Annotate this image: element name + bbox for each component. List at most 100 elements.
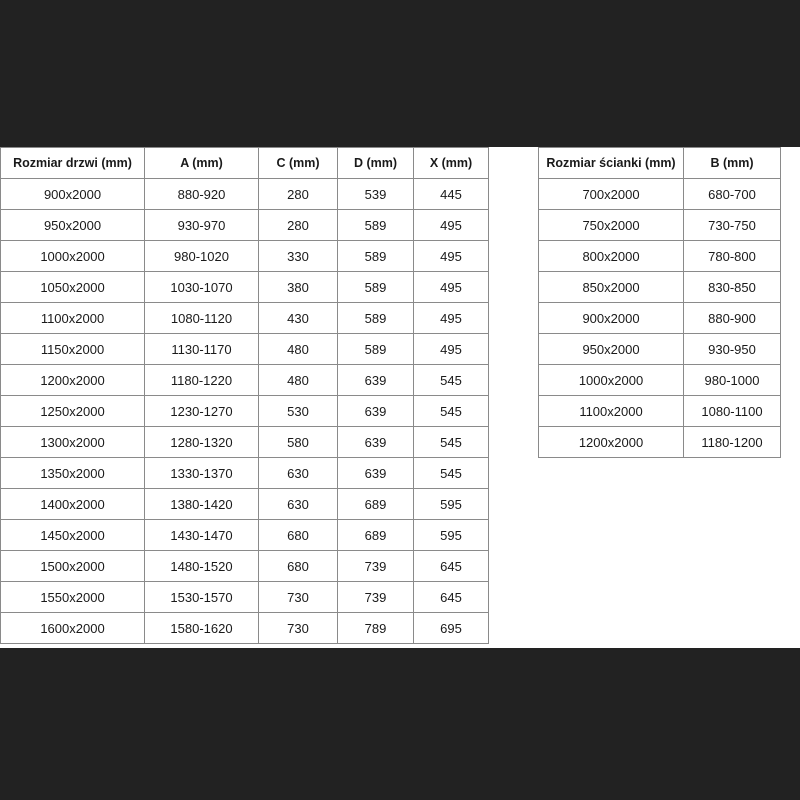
cell-door-size: 1000x2000 <box>0 240 145 272</box>
cell-a: 1230-1270 <box>144 395 259 427</box>
cell-x: 645 <box>413 550 489 582</box>
table-header-row: Rozmiar ścianki (mm) B (mm) <box>538 147 781 179</box>
cell-b: 830-850 <box>683 271 781 303</box>
cell-a: 1030-1070 <box>144 271 259 303</box>
cell-d: 589 <box>337 271 414 303</box>
cell-wall-size: 1000x2000 <box>538 364 684 396</box>
doors-table-body: 900x2000 880-920 280 539 445 950x2000 93… <box>0 178 489 644</box>
cell-c: 630 <box>258 488 338 520</box>
cell-door-size: 1550x2000 <box>0 581 145 613</box>
cell-b: 780-800 <box>683 240 781 272</box>
cell-d: 589 <box>337 240 414 272</box>
cell-x: 495 <box>413 240 489 272</box>
cell-c: 680 <box>258 550 338 582</box>
cell-wall-size: 1200x2000 <box>538 426 684 458</box>
cell-c: 480 <box>258 364 338 396</box>
cell-a: 1430-1470 <box>144 519 259 551</box>
cell-c: 580 <box>258 426 338 458</box>
cell-a: 1180-1220 <box>144 364 259 396</box>
column-header-door-size: Rozmiar drzwi (mm) <box>0 147 145 179</box>
table-row: 750x2000 730-750 <box>538 209 781 241</box>
cell-d: 739 <box>337 550 414 582</box>
table-row: 900x2000 880-920 280 539 445 <box>0 178 489 210</box>
cell-d: 639 <box>337 364 414 396</box>
cell-d: 539 <box>337 178 414 210</box>
cell-x: 445 <box>413 178 489 210</box>
table-header-row: Rozmiar drzwi (mm) A (mm) C (mm) D (mm) … <box>0 147 489 179</box>
cell-b: 1180-1200 <box>683 426 781 458</box>
cell-door-size: 1400x2000 <box>0 488 145 520</box>
cell-a: 980-1020 <box>144 240 259 272</box>
white-content-panel: Rozmiar drzwi (mm) A (mm) C (mm) D (mm) … <box>0 147 800 648</box>
cell-wall-size: 900x2000 <box>538 302 684 334</box>
cell-b: 880-900 <box>683 302 781 334</box>
table-row: 1250x2000 1230-1270 530 639 545 <box>0 395 489 427</box>
cell-a: 1080-1120 <box>144 302 259 334</box>
cell-x: 645 <box>413 581 489 613</box>
cell-door-size: 1450x2000 <box>0 519 145 551</box>
table-row: 1200x2000 1180-1200 <box>538 426 781 458</box>
cell-c: 380 <box>258 271 338 303</box>
table-row: 950x2000 930-970 280 589 495 <box>0 209 489 241</box>
cell-door-size: 1250x2000 <box>0 395 145 427</box>
cell-x: 545 <box>413 457 489 489</box>
table-row: 1050x2000 1030-1070 380 589 495 <box>0 271 489 303</box>
cell-b: 980-1000 <box>683 364 781 396</box>
cell-c: 530 <box>258 395 338 427</box>
cell-a: 930-970 <box>144 209 259 241</box>
cell-a: 1280-1320 <box>144 426 259 458</box>
cell-wall-size: 750x2000 <box>538 209 684 241</box>
cell-door-size: 1500x2000 <box>0 550 145 582</box>
table-row: 1400x2000 1380-1420 630 689 595 <box>0 488 489 520</box>
cell-d: 589 <box>337 333 414 365</box>
table-row: 1300x2000 1280-1320 580 639 545 <box>0 426 489 458</box>
cell-x: 545 <box>413 395 489 427</box>
cell-wall-size: 1100x2000 <box>538 395 684 427</box>
table-row: 1600x2000 1580-1620 730 789 695 <box>0 612 489 644</box>
cell-d: 689 <box>337 488 414 520</box>
cell-d: 639 <box>337 457 414 489</box>
cell-door-size: 1050x2000 <box>0 271 145 303</box>
cell-door-size: 1300x2000 <box>0 426 145 458</box>
cell-b: 680-700 <box>683 178 781 210</box>
cell-b: 1080-1100 <box>683 395 781 427</box>
cell-a: 1480-1520 <box>144 550 259 582</box>
cell-door-size: 1200x2000 <box>0 364 145 396</box>
cell-d: 639 <box>337 395 414 427</box>
table-row: 1450x2000 1430-1470 680 689 595 <box>0 519 489 551</box>
cell-door-size: 950x2000 <box>0 209 145 241</box>
table-row: 700x2000 680-700 <box>538 178 781 210</box>
cell-a: 1580-1620 <box>144 612 259 644</box>
cell-door-size: 900x2000 <box>0 178 145 210</box>
column-header-x: X (mm) <box>413 147 489 179</box>
cell-wall-size: 800x2000 <box>538 240 684 272</box>
cell-c: 280 <box>258 209 338 241</box>
table-row: 1350x2000 1330-1370 630 639 545 <box>0 457 489 489</box>
table-row: 1000x2000 980-1000 <box>538 364 781 396</box>
cell-d: 639 <box>337 426 414 458</box>
table-row: 1100x2000 1080-1100 <box>538 395 781 427</box>
cell-a: 1530-1570 <box>144 581 259 613</box>
cell-x: 595 <box>413 488 489 520</box>
column-header-c: C (mm) <box>258 147 338 179</box>
cell-door-size: 1350x2000 <box>0 457 145 489</box>
cell-x: 495 <box>413 333 489 365</box>
cell-x: 495 <box>413 302 489 334</box>
column-header-wall-size: Rozmiar ścianki (mm) <box>538 147 684 179</box>
cell-x: 495 <box>413 271 489 303</box>
cell-c: 280 <box>258 178 338 210</box>
cell-x: 695 <box>413 612 489 644</box>
cell-c: 430 <box>258 302 338 334</box>
cell-b: 730-750 <box>683 209 781 241</box>
door-size-specification-table: Rozmiar drzwi (mm) A (mm) C (mm) D (mm) … <box>0 147 489 644</box>
cell-a: 1380-1420 <box>144 488 259 520</box>
table-row: 950x2000 930-950 <box>538 333 781 365</box>
table-row: 1550x2000 1530-1570 730 739 645 <box>0 581 489 613</box>
cell-door-size: 1100x2000 <box>0 302 145 334</box>
cell-d: 789 <box>337 612 414 644</box>
cell-wall-size: 850x2000 <box>538 271 684 303</box>
table-row: 1000x2000 980-1020 330 589 495 <box>0 240 489 272</box>
column-header-a: A (mm) <box>144 147 259 179</box>
cell-c: 630 <box>258 457 338 489</box>
cell-x: 595 <box>413 519 489 551</box>
